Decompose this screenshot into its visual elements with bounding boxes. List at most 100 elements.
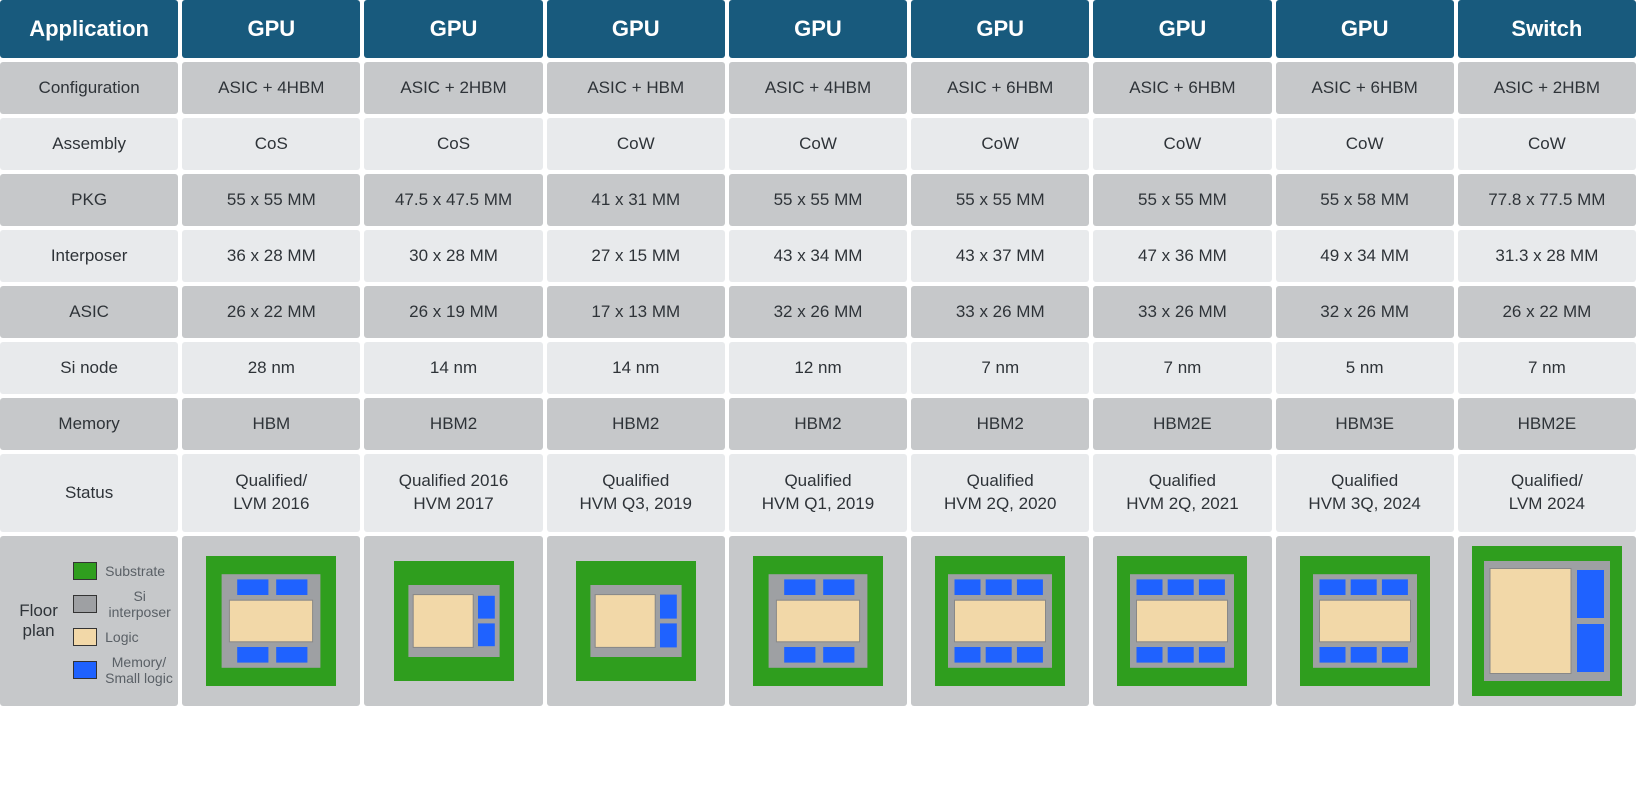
floorplan-diagram-0 (182, 536, 360, 706)
cell-pkg-6: 55 x 58 MM (1276, 174, 1454, 226)
cell-si-node-6: 5 nm (1276, 342, 1454, 394)
cell-assembly-2: CoW (547, 118, 725, 170)
floorplan-diagram-1 (364, 536, 542, 706)
cell-assembly-7: CoW (1458, 118, 1636, 170)
cell-pkg-1: 47.5 x 47.5 MM (364, 174, 542, 226)
row-label-assembly: Assembly (0, 118, 178, 170)
cell-configuration-3: ASIC + 4HBM (729, 62, 907, 114)
floorplan-diagram-7 (1458, 536, 1636, 706)
legend-swatch-memory (73, 661, 97, 679)
cell-si-node-3: 12 nm (729, 342, 907, 394)
floorplan-diagram-6 (1276, 536, 1454, 706)
cell-interposer-6: 49 x 34 MM (1276, 230, 1454, 282)
cell-pkg-3: 55 x 55 MM (729, 174, 907, 226)
row-label-pkg: PKG (0, 174, 178, 226)
cell-memory-7: HBM2E (1458, 398, 1636, 450)
cell-interposer-5: 47 x 36 MM (1093, 230, 1271, 282)
cell-memory-2: HBM2 (547, 398, 725, 450)
legend-item-substrate: Substrate (73, 562, 174, 580)
legend-swatch-substrate (73, 562, 97, 580)
row-label-floor-plan: Floor plan Substrate Si interposer Logic Mem… (0, 536, 178, 706)
cell-asic-4: 33 x 26 MM (911, 286, 1089, 338)
cell-configuration-6: ASIC + 6HBM (1276, 62, 1454, 114)
cell-asic-2: 17 x 13 MM (547, 286, 725, 338)
cell-assembly-1: CoS (364, 118, 542, 170)
cell-status-3: QualifiedHVM Q1, 2019 (729, 454, 907, 532)
cell-status-6: QualifiedHVM 3Q, 2024 (1276, 454, 1454, 532)
cell-memory-1: HBM2 (364, 398, 542, 450)
cell-status-7: Qualified/LVM 2024 (1458, 454, 1636, 532)
header-col-1: GPU (182, 0, 360, 58)
cell-si-node-1: 14 nm (364, 342, 542, 394)
cell-si-node-5: 7 nm (1093, 342, 1271, 394)
legend-item-logic: Logic (73, 628, 174, 646)
cell-configuration-0: ASIC + 4HBM (182, 62, 360, 114)
cell-status-2: QualifiedHVM Q3, 2019 (547, 454, 725, 532)
legend-label-logic: Logic (105, 629, 138, 645)
cell-interposer-2: 27 x 15 MM (547, 230, 725, 282)
legend-swatch-logic (73, 628, 97, 646)
cell-asic-0: 26 x 22 MM (182, 286, 360, 338)
floor-plan-title: Floor plan (4, 601, 73, 641)
cell-memory-5: HBM2E (1093, 398, 1271, 450)
cell-configuration-2: ASIC + HBM (547, 62, 725, 114)
cell-pkg-5: 55 x 55 MM (1093, 174, 1271, 226)
cell-interposer-4: 43 x 37 MM (911, 230, 1089, 282)
cell-pkg-4: 55 x 55 MM (911, 174, 1089, 226)
cell-memory-3: HBM2 (729, 398, 907, 450)
row-label-status: Status (0, 454, 178, 532)
floorplan-diagram-4 (911, 536, 1089, 706)
cell-pkg-2: 41 x 31 MM (547, 174, 725, 226)
legend-item-memory: Memory/Small logic (73, 654, 174, 686)
floorplan-diagram-3 (729, 536, 907, 706)
cell-status-1: Qualified 2016HVM 2017 (364, 454, 542, 532)
row-label-interposer: Interposer (0, 230, 178, 282)
legend-item-interposer: Si interposer (73, 588, 174, 620)
cell-pkg-7: 77.8 x 77.5 MM (1458, 174, 1636, 226)
cell-configuration-1: ASIC + 2HBM (364, 62, 542, 114)
cell-asic-7: 26 x 22 MM (1458, 286, 1636, 338)
cell-pkg-0: 55 x 55 MM (182, 174, 360, 226)
row-label-si-node: Si node (0, 342, 178, 394)
cell-interposer-0: 36 x 28 MM (182, 230, 360, 282)
header-col-4: GPU (729, 0, 907, 58)
cell-si-node-2: 14 nm (547, 342, 725, 394)
cell-configuration-7: ASIC + 2HBM (1458, 62, 1636, 114)
floorplan-diagram-2 (547, 536, 725, 706)
cell-assembly-4: CoW (911, 118, 1089, 170)
row-label-asic: ASIC (0, 286, 178, 338)
cell-configuration-4: ASIC + 6HBM (911, 62, 1089, 114)
cell-interposer-7: 31.3 x 28 MM (1458, 230, 1636, 282)
row-label-memory: Memory (0, 398, 178, 450)
header-col-5: GPU (911, 0, 1089, 58)
header-col-8: Switch (1458, 0, 1636, 58)
cell-assembly-3: CoW (729, 118, 907, 170)
cell-assembly-6: CoW (1276, 118, 1454, 170)
cell-status-5: QualifiedHVM 2Q, 2021 (1093, 454, 1271, 532)
legend-label-interposer: Si interposer (105, 588, 174, 620)
header-application: Application (0, 0, 178, 58)
floor-plan-legend: Substrate Si interposer Logic Memory/Small … (73, 562, 174, 686)
row-label-configuration: Configuration (0, 62, 178, 114)
header-col-2: GPU (364, 0, 542, 58)
cell-status-4: QualifiedHVM 2Q, 2020 (911, 454, 1089, 532)
cell-interposer-1: 30 x 28 MM (364, 230, 542, 282)
cell-status-0: Qualified/LVM 2016 (182, 454, 360, 532)
cell-si-node-4: 7 nm (911, 342, 1089, 394)
legend-label-memory: Memory/Small logic (105, 654, 173, 686)
cell-assembly-5: CoW (1093, 118, 1271, 170)
legend-swatch-interposer (73, 595, 97, 613)
cell-asic-1: 26 x 19 MM (364, 286, 542, 338)
cell-memory-0: HBM (182, 398, 360, 450)
cell-asic-3: 32 x 26 MM (729, 286, 907, 338)
cell-interposer-3: 43 x 34 MM (729, 230, 907, 282)
cell-memory-6: HBM3E (1276, 398, 1454, 450)
cell-si-node-7: 7 nm (1458, 342, 1636, 394)
legend-label-substrate: Substrate (105, 563, 165, 579)
cell-memory-4: HBM2 (911, 398, 1089, 450)
floorplan-diagram-5 (1093, 536, 1271, 706)
cell-asic-6: 32 x 26 MM (1276, 286, 1454, 338)
header-col-3: GPU (547, 0, 725, 58)
cell-configuration-5: ASIC + 6HBM (1093, 62, 1271, 114)
cell-si-node-0: 28 nm (182, 342, 360, 394)
